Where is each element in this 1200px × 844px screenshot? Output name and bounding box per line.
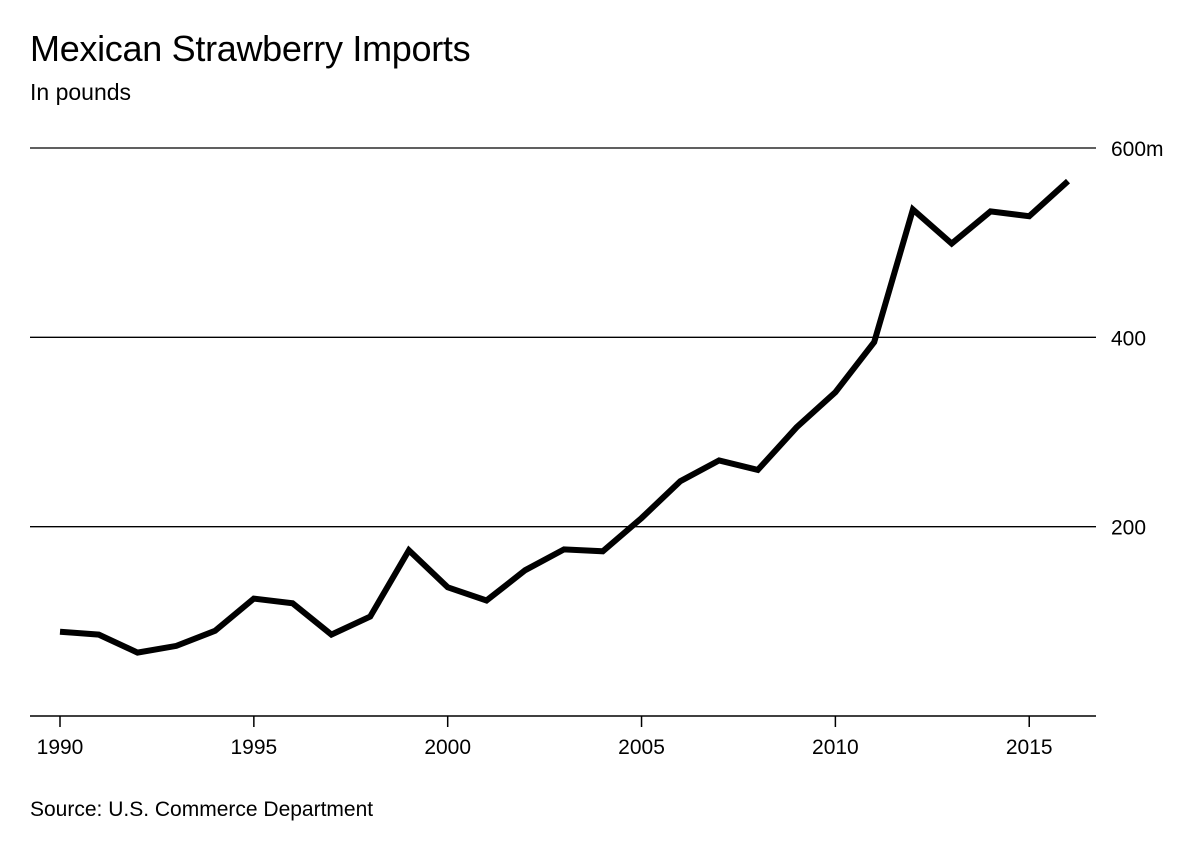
- data-point-1998: [367, 614, 373, 620]
- chart-subtitle: In pounds: [30, 79, 132, 105]
- data-point-2003: [561, 546, 567, 552]
- data-point-1990: [57, 629, 63, 635]
- data-point-1991: [96, 632, 102, 638]
- x-tick-label-2010: 2010: [812, 736, 859, 759]
- data-point-2009: [794, 424, 800, 430]
- data-point-2013: [949, 241, 955, 247]
- data-point-1993: [173, 643, 179, 649]
- x-tick-label-2000: 2000: [424, 736, 471, 759]
- data-point-2016: [1065, 178, 1071, 184]
- data-point-2006: [677, 478, 683, 484]
- x-tick-label-1990: 1990: [37, 736, 84, 759]
- data-point-2001: [483, 598, 489, 604]
- data-point-1995: [251, 596, 257, 602]
- source-note: Source: U.S. Commerce Department: [30, 798, 374, 821]
- data-point-2002: [522, 567, 528, 573]
- series-group: [57, 178, 1071, 656]
- data-point-1997: [328, 632, 334, 638]
- data-point-2011: [871, 339, 877, 345]
- series-line-0: [59, 178, 1071, 656]
- data-point-2007: [716, 457, 722, 463]
- y-tick-labels: 200 400 600m: [1111, 138, 1164, 540]
- gridlines: [30, 147, 1096, 528]
- y-tick-label-400: 400: [1111, 327, 1146, 350]
- data-point-2014: [987, 208, 993, 214]
- data-point-2005: [639, 515, 645, 521]
- data-point-1994: [212, 628, 218, 634]
- x-tick-label-2005: 2005: [618, 736, 665, 759]
- chart-title: Mexican Strawberry Imports: [30, 28, 471, 69]
- data-point-2012: [910, 207, 916, 213]
- data-point-2010: [832, 389, 838, 395]
- data-point-2004: [600, 548, 606, 554]
- x-tick-label-1995: 1995: [230, 736, 277, 759]
- y-tick-label-600: 600m: [1111, 138, 1164, 161]
- data-point-2000: [445, 584, 451, 590]
- data-point-1996: [290, 600, 296, 606]
- x-tick-label-2015: 2015: [1006, 736, 1053, 759]
- data-point-1999: [406, 547, 412, 553]
- data-point-2008: [755, 467, 761, 473]
- data-point-1992: [135, 650, 141, 656]
- data-point-2015: [1026, 213, 1032, 219]
- x-ticks: 1990 1995 2000 2005 2010 2015: [37, 716, 1053, 759]
- y-tick-label-200: 200: [1111, 517, 1146, 540]
